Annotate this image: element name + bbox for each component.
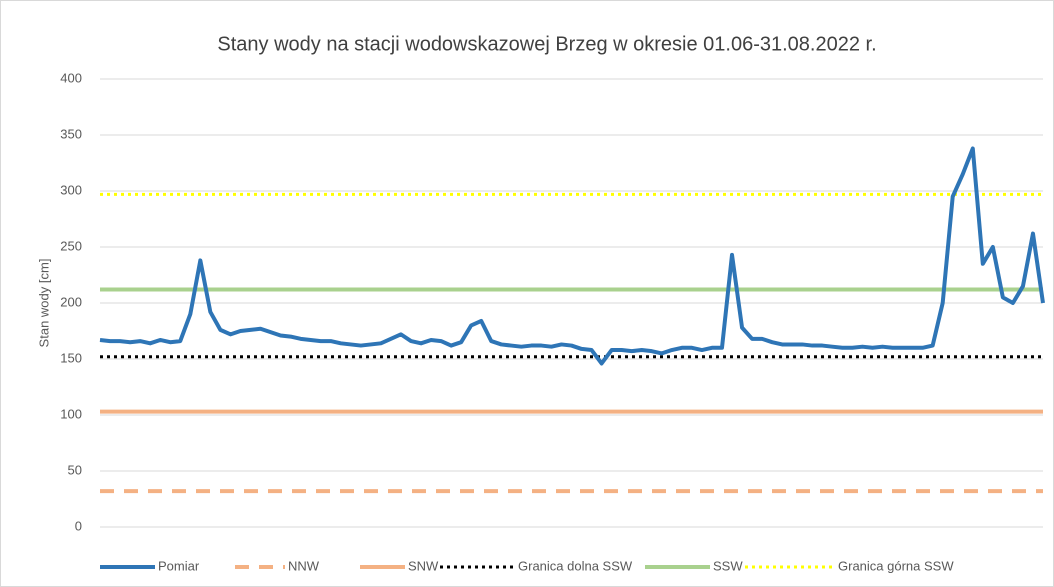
data-line [99, 146, 1045, 366]
legend-label: Granica górna SSW [838, 558, 954, 573]
y-tick-label: 150 [60, 350, 82, 365]
y-tick-label: 400 [60, 70, 82, 85]
y-tick-label: 200 [60, 294, 82, 309]
legend-label: Pomiar [158, 558, 200, 573]
y-tick-label: 250 [60, 238, 82, 253]
y-tick-label: 0 [75, 518, 82, 533]
y-axis-label: Stan wody [cm] [36, 259, 51, 348]
legend-label: SSW [713, 558, 743, 573]
legend-label: NNW [288, 558, 320, 573]
y-tick-label: 50 [68, 462, 82, 477]
y-tick-label: 100 [60, 406, 82, 421]
y-tick-label: 350 [60, 126, 82, 141]
y-tick-label: 300 [60, 182, 82, 197]
chart-title: Stany wody na stacji wodowskazowej Brzeg… [217, 33, 876, 55]
legend-label: SNW [408, 558, 439, 573]
legend-label: Granica dolna SSW [518, 558, 633, 573]
